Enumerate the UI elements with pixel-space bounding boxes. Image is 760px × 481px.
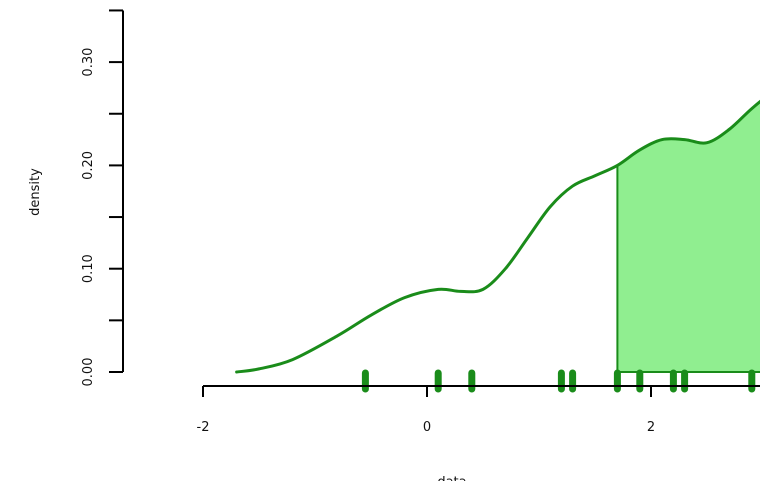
x-tick-label: 2 [647,420,655,435]
y-tick-label: 0.10 [81,254,96,283]
density-curve [235,99,760,374]
y-tick-label: 0.20 [81,151,96,180]
axes: -2024680.000.100.200.30 [81,9,760,435]
y-axis-title: density [28,168,43,216]
x-axis-title: data [437,475,466,481]
x-tick-label: 0 [423,420,431,435]
plot-area [235,99,760,393]
y-tick-label: 0.00 [81,358,96,387]
x-tick-label: -2 [197,420,210,435]
shaded-area [617,102,760,372]
y-tick-label: 0.30 [81,48,96,77]
